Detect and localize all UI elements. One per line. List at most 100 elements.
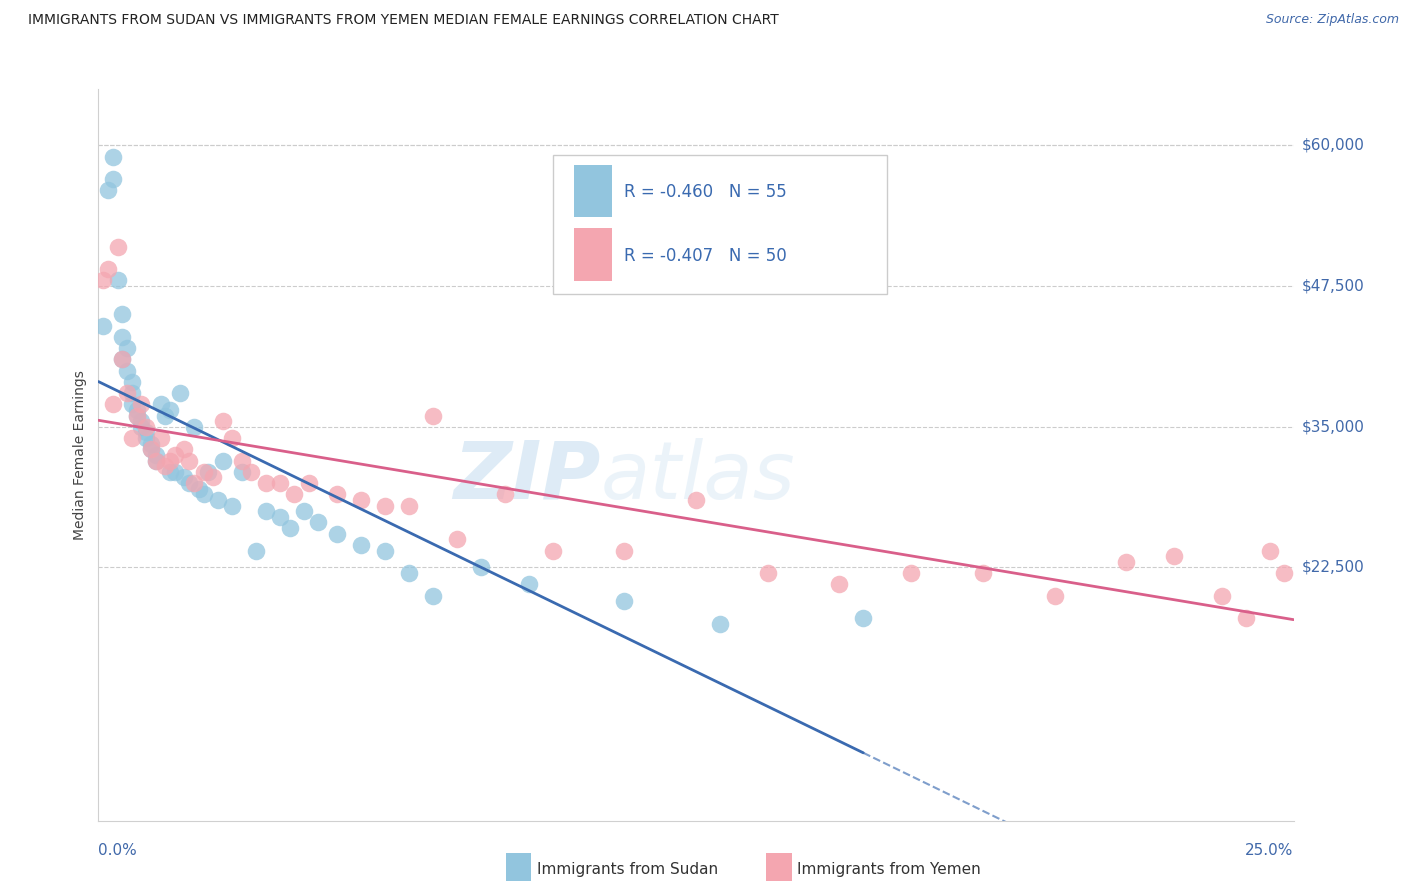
Point <box>139 436 162 450</box>
Point <box>193 465 215 479</box>
Point <box>197 465 219 479</box>
Point <box>1258 543 1281 558</box>
Text: 25.0%: 25.0% <box>1246 843 1294 858</box>
Point <box>211 453 233 467</box>
FancyBboxPatch shape <box>574 228 613 281</box>
Point <box>1272 566 1295 580</box>
Point <box>254 504 277 518</box>
Point <box>125 409 148 423</box>
Point <box>159 403 181 417</box>
Point <box>446 533 468 547</box>
Point <box>131 419 153 434</box>
Point <box>187 482 209 496</box>
Point <box>207 492 229 507</box>
Point <box>125 403 148 417</box>
Point <box>163 448 186 462</box>
Point <box>169 386 191 401</box>
Point <box>107 240 129 254</box>
Text: atlas: atlas <box>600 438 796 516</box>
Point <box>111 352 134 367</box>
Text: $60,000: $60,000 <box>1302 138 1365 153</box>
Point <box>159 453 181 467</box>
Point <box>155 459 177 474</box>
Point <box>422 409 444 423</box>
Point <box>1043 589 1066 603</box>
Point <box>135 431 157 445</box>
Point <box>115 363 138 377</box>
Point <box>278 521 301 535</box>
Text: ZIP: ZIP <box>453 438 600 516</box>
Point <box>183 419 205 434</box>
Point <box>350 492 373 507</box>
Point <box>307 516 329 530</box>
Point <box>139 442 162 457</box>
Point <box>91 273 114 287</box>
Point <box>111 352 134 367</box>
Point <box>900 566 922 580</box>
Point <box>972 566 994 580</box>
Point <box>97 262 120 277</box>
Point <box>245 543 267 558</box>
Point <box>121 431 143 445</box>
Point <box>398 499 420 513</box>
Point <box>173 470 195 484</box>
Point <box>149 397 172 411</box>
Point <box>121 386 143 401</box>
Point <box>1234 611 1257 625</box>
Text: Source: ZipAtlas.com: Source: ZipAtlas.com <box>1265 13 1399 27</box>
Point <box>131 414 153 428</box>
Point <box>193 487 215 501</box>
Point <box>173 442 195 457</box>
Point <box>149 431 172 445</box>
Y-axis label: Median Female Earnings: Median Female Earnings <box>73 370 87 540</box>
Text: Immigrants from Yemen: Immigrants from Yemen <box>797 863 981 877</box>
Point <box>292 504 315 518</box>
Point <box>139 442 162 457</box>
Point <box>269 509 291 524</box>
Text: $35,000: $35,000 <box>1302 419 1365 434</box>
Point <box>221 499 243 513</box>
Point <box>283 487 305 501</box>
Point <box>470 560 492 574</box>
Point <box>517 577 540 591</box>
Point <box>494 487 516 501</box>
Point <box>240 465 263 479</box>
Point <box>145 448 167 462</box>
Point <box>828 577 851 591</box>
Point <box>97 184 120 198</box>
Point <box>374 499 396 513</box>
Point <box>709 616 731 631</box>
Point <box>231 465 253 479</box>
Point <box>183 476 205 491</box>
FancyBboxPatch shape <box>553 155 887 294</box>
FancyBboxPatch shape <box>574 164 613 218</box>
Text: $22,500: $22,500 <box>1302 560 1365 575</box>
Point <box>111 330 134 344</box>
Point <box>121 375 143 389</box>
Point <box>852 611 875 625</box>
Point <box>541 543 564 558</box>
Point <box>221 431 243 445</box>
Point <box>107 273 129 287</box>
Text: 0.0%: 0.0% <box>98 843 138 858</box>
Point <box>121 397 143 411</box>
Point <box>125 409 148 423</box>
Point <box>350 538 373 552</box>
Point <box>269 476 291 491</box>
Point <box>613 594 636 608</box>
Point <box>115 341 138 355</box>
Point <box>1115 555 1137 569</box>
Point <box>613 543 636 558</box>
Point <box>211 414 233 428</box>
Point <box>101 397 124 411</box>
Point <box>1163 549 1185 564</box>
Point <box>374 543 396 558</box>
Point <box>115 386 138 401</box>
Text: R = -0.407   N = 50: R = -0.407 N = 50 <box>624 247 787 265</box>
Text: $47,500: $47,500 <box>1302 278 1365 293</box>
Point <box>131 397 153 411</box>
Point <box>155 409 177 423</box>
Point <box>231 453 253 467</box>
Point <box>135 425 157 440</box>
Point <box>159 465 181 479</box>
